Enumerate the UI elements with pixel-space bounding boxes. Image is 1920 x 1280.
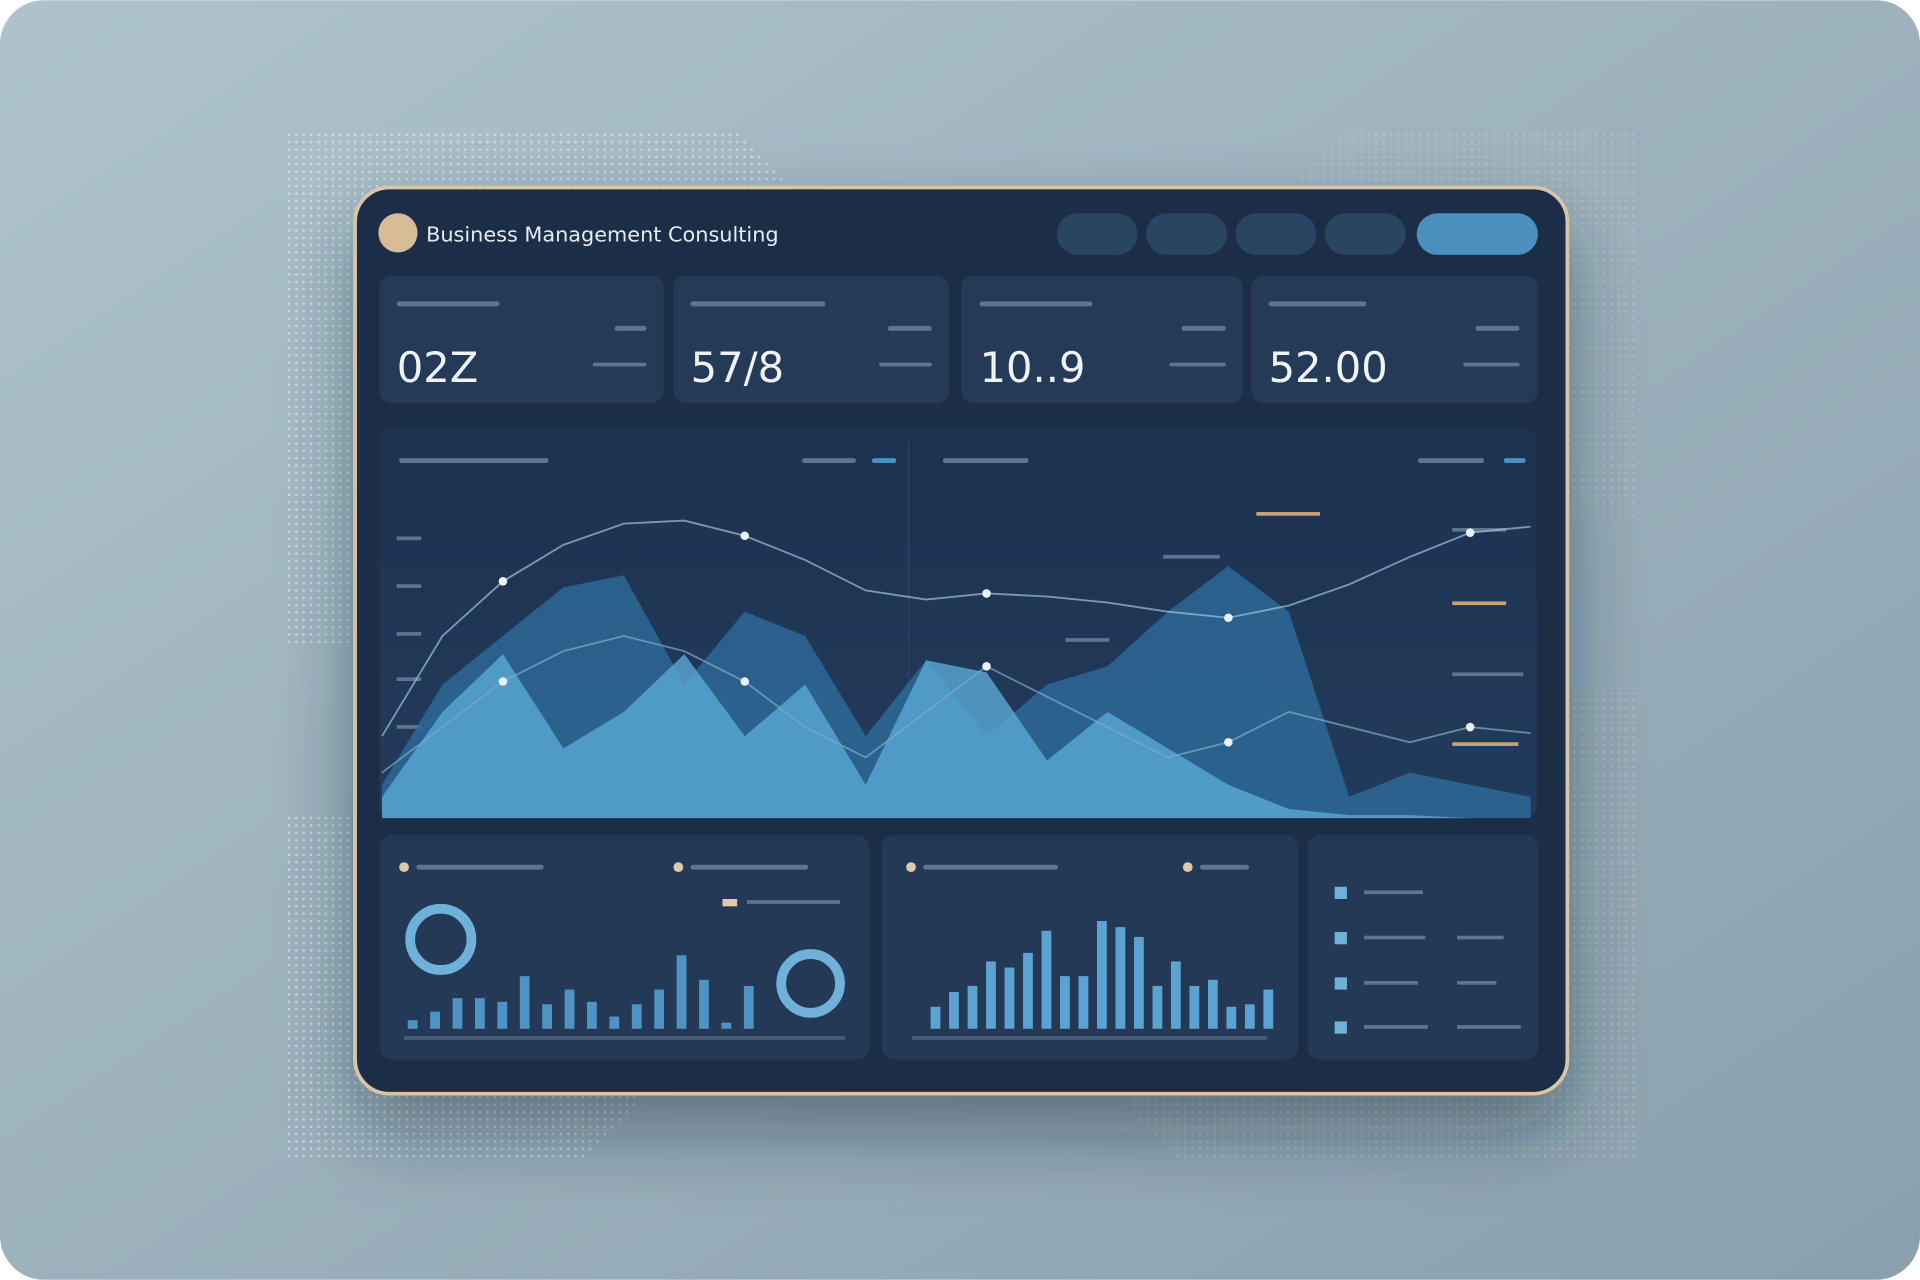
bar	[721, 1022, 732, 1029]
point	[498, 677, 508, 686]
kpi-card	[673, 275, 949, 404]
donut	[776, 949, 845, 1018]
nav-button[interactable]	[1235, 213, 1317, 255]
bar	[519, 976, 530, 1029]
bar	[743, 985, 754, 1029]
bar-charts	[407, 921, 1274, 1029]
bar	[930, 1006, 941, 1029]
point	[498, 577, 508, 586]
kpi-value: 02Z	[397, 343, 478, 392]
point	[982, 589, 991, 598]
bar	[676, 955, 687, 1029]
kpi-card	[379, 275, 664, 404]
kpi-value: 52.00	[1269, 343, 1388, 392]
line	[381, 519, 1531, 737]
placeholder-lines	[396, 301, 1520, 367]
point	[740, 677, 750, 686]
bar	[1189, 985, 1200, 1029]
line	[381, 635, 1531, 774]
bar	[1078, 976, 1089, 1029]
bar	[949, 992, 959, 1029]
area-chart	[381, 519, 1531, 819]
nav	[1056, 213, 1538, 255]
bar	[407, 1020, 418, 1029]
bar	[986, 961, 996, 1029]
bar	[1152, 985, 1163, 1029]
bar	[1060, 976, 1070, 1029]
bar	[1170, 961, 1181, 1029]
bar	[1023, 952, 1033, 1029]
bar	[430, 1011, 440, 1029]
bar	[1097, 921, 1107, 1029]
bar	[1115, 927, 1126, 1029]
primary-button[interactable]	[1416, 213, 1538, 255]
donut	[405, 903, 477, 975]
kpi-value: 10..9	[980, 343, 1086, 392]
nav-button[interactable]	[1146, 213, 1227, 255]
point	[1465, 722, 1475, 732]
point	[1465, 528, 1475, 537]
bar	[542, 1004, 552, 1029]
placeholder-lines	[399, 862, 1521, 1040]
nav-button[interactable]	[1056, 213, 1138, 255]
bar	[631, 1004, 642, 1029]
bar	[967, 985, 978, 1029]
kpi-card	[961, 275, 1243, 404]
bar	[587, 1001, 597, 1029]
kpi-value: 57/8	[691, 343, 784, 392]
point	[740, 531, 750, 541]
nav-button[interactable]	[1324, 213, 1406, 255]
bar	[564, 989, 575, 1029]
bar	[1226, 1006, 1237, 1029]
bar	[1134, 936, 1144, 1029]
bar	[699, 979, 709, 1029]
point	[982, 662, 991, 671]
app-title: Business Management Consulting	[426, 222, 778, 246]
bar	[1244, 1004, 1255, 1029]
bar	[452, 998, 463, 1029]
point	[1224, 737, 1233, 747]
placeholder-lines	[396, 458, 1526, 746]
bar	[474, 998, 485, 1029]
kpi-card	[1251, 275, 1538, 404]
bar	[654, 989, 665, 1029]
logo	[378, 213, 418, 253]
bar	[1004, 967, 1015, 1029]
bar	[497, 1001, 508, 1029]
bar	[609, 1016, 620, 1029]
point	[1224, 613, 1233, 623]
bar	[1263, 989, 1274, 1029]
area	[382, 654, 1531, 819]
bar	[1041, 930, 1052, 1029]
bar	[1207, 979, 1218, 1029]
